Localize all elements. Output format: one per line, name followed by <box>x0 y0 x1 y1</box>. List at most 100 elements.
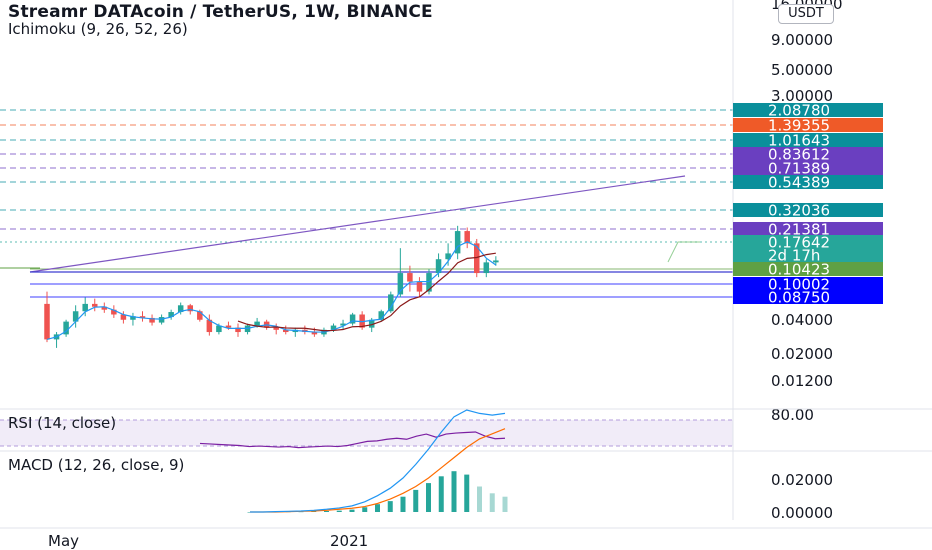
candle-body <box>206 319 213 333</box>
trendlines <box>0 175 733 273</box>
candle-body <box>416 281 423 292</box>
candle-body <box>368 319 375 328</box>
macd-histogram-bar <box>375 504 380 512</box>
time-axis[interactable]: May 2021 <box>0 527 932 550</box>
macd-histogram-bar <box>489 493 495 512</box>
macd-histogram-bar <box>324 510 329 512</box>
price-badge-label: 1.01643 <box>768 132 830 150</box>
candle-body <box>273 327 279 330</box>
candle-body <box>187 305 193 312</box>
macd-histogram-bar <box>477 486 482 512</box>
ichimoku-tenkan-line <box>46 241 497 340</box>
candle-body <box>378 311 384 320</box>
ichimoku-kijun-line <box>237 252 496 332</box>
candle-body <box>101 306 108 310</box>
price-badge-label: 0.32036 <box>768 202 830 220</box>
candle-body <box>397 273 404 295</box>
price-badge-bg <box>733 262 883 276</box>
candle-body <box>483 262 490 274</box>
macd-histogram-bar <box>451 471 457 512</box>
macd-histogram-bar <box>438 476 444 512</box>
candle-body <box>311 332 318 335</box>
price-badge-label: 0.54389 <box>768 174 830 192</box>
price-badge-bg <box>733 103 883 117</box>
candle-body <box>340 323 346 326</box>
candle-body <box>388 294 394 312</box>
price-badge-bg <box>733 235 883 249</box>
candle-body <box>63 321 69 335</box>
price-badge-label: 0.10002 <box>768 276 830 294</box>
candle-body <box>330 325 337 330</box>
price-tick-label: 3.00000 <box>771 87 833 105</box>
macd-histogram-bar <box>426 483 431 512</box>
price-badge: 2.08780 <box>733 102 883 120</box>
candle-body <box>225 325 232 328</box>
macd-legend[interactable]: MACD (12, 26, close, 9) <box>8 456 185 474</box>
candle-body <box>168 312 174 318</box>
candle-body <box>120 314 127 320</box>
price-tick-label: 0.02000 <box>771 345 833 363</box>
price-badge-label: 2.08780 <box>768 102 830 120</box>
price-badge: 2d 17h <box>733 247 883 265</box>
price-badge-label: 2d 17h <box>768 247 820 265</box>
macd-histogram-bar <box>387 501 393 512</box>
candle-body <box>254 321 260 326</box>
rsi-legend[interactable]: RSI (14, close) <box>8 414 117 432</box>
candle-body <box>92 303 98 307</box>
price-tick-label: 5.00000 <box>771 61 833 79</box>
macd-histogram-bar <box>502 496 508 512</box>
price-badge: 0.08750 <box>733 289 883 307</box>
candle-body <box>139 316 146 318</box>
price-badge-label: 1.39355 <box>768 117 830 135</box>
candle-body <box>111 309 117 315</box>
price-tick-label: 9.00000 <box>771 31 833 49</box>
candle-body <box>149 317 155 323</box>
macd-histogram-bar <box>349 509 355 512</box>
macd-histogram-bar <box>464 474 470 512</box>
price-badge-bg <box>733 118 883 132</box>
price-badge: 1.39355 <box>733 117 883 135</box>
horizontal-levels <box>0 109 733 298</box>
candle-body <box>349 314 356 324</box>
macd-histogram-bar <box>362 507 368 512</box>
candle-body <box>407 273 413 282</box>
price-badge: 0.17642 <box>733 234 883 252</box>
indicator-legend[interactable]: Ichimoku (9, 26, 52, 26) <box>8 20 188 38</box>
price-badge-bg <box>733 222 883 236</box>
candle-body <box>445 253 451 260</box>
macd-histogram-bar <box>311 511 317 512</box>
candle-body <box>216 325 222 333</box>
rsi-line <box>199 431 506 449</box>
price-badge-bg <box>733 175 883 189</box>
price-badge-bg <box>733 248 883 262</box>
candle-body <box>82 303 88 312</box>
price-tick-label: 0.01200 <box>771 372 833 390</box>
price-badge-bg <box>733 203 883 217</box>
currency-button[interactable]: USDT <box>778 4 834 24</box>
time-tick-label: 2021 <box>330 532 368 550</box>
macd-histogram-bar <box>413 489 419 512</box>
candle-body <box>454 231 461 254</box>
candle-body <box>72 311 79 322</box>
macd-histogram-bar <box>336 510 342 512</box>
price-badge-label: 0.21381 <box>768 221 830 239</box>
macd-histogram-bar <box>400 496 406 512</box>
price-badge-label: 0.10423 <box>768 261 830 279</box>
trendline-resistance <box>29 175 686 273</box>
price-badge: 1.01643 <box>733 132 883 150</box>
candle-body <box>283 329 289 333</box>
price-badge: 0.10002 <box>733 276 883 294</box>
candlestick-series <box>44 225 499 348</box>
price-badge-label: 0.17642 <box>768 234 830 252</box>
price-badges: 2.087801.393551.016430.836120.713890.543… <box>733 102 883 307</box>
price-badge: 0.10423 <box>733 261 883 279</box>
candle-body <box>130 316 136 320</box>
macd-line <box>250 409 506 513</box>
candle-body <box>197 311 203 320</box>
candle-body <box>435 259 442 274</box>
price-badge: 0.32036 <box>733 202 883 220</box>
price-badge-bg <box>733 133 883 147</box>
ichimoku-projection <box>667 241 700 263</box>
price-badge: 0.21381 <box>733 221 883 239</box>
